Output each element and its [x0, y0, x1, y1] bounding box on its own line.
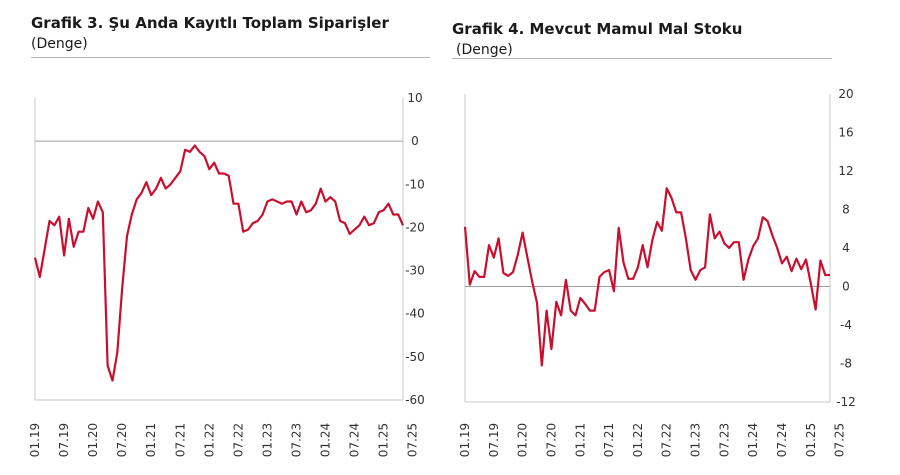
chart3-y-tick-label: -10	[405, 177, 425, 191]
chart4-x-tick-label: 01.23	[689, 423, 703, 457]
chart4-x-tick-label: 01.21	[573, 423, 587, 457]
chart3-x-tick-label: 07.21	[173, 423, 187, 457]
chart3-x-tick-label: 07.25	[406, 423, 420, 457]
chart4-x-tick-label: 07.23	[717, 423, 731, 457]
chart4-y-tick-label: 16	[838, 126, 853, 140]
chart4-y-tick-label: 8	[842, 203, 850, 217]
chart4-title-rule	[452, 58, 832, 59]
chart4-x-tick-label: 01.19	[458, 423, 472, 457]
chart3-title: Grafik 3. Şu Anda Kayıtlı Toplam Sipariş…	[31, 14, 389, 32]
chart4-series-line	[463, 187, 830, 367]
chart4-y-tick-label: 12	[838, 164, 853, 178]
chart3-x-tick-label: 07.24	[348, 423, 362, 457]
chart4-y-tick-label: 20	[838, 87, 853, 101]
chart3-x-tick-label: 01.25	[377, 423, 391, 457]
chart4-subtitle: (Denge)	[456, 42, 513, 58]
chart3-title-rule	[31, 57, 430, 58]
chart4-y-tick-label: 0	[842, 280, 850, 294]
chart3-y-tick-label: 10	[407, 91, 422, 105]
chart3-y-tick-label: -60	[405, 393, 425, 407]
chart4-y-tick-label: -4	[840, 318, 852, 332]
chart3-y-tick-label: 0	[411, 134, 419, 148]
chart3-x-tick-label: 07.19	[57, 423, 71, 457]
chart3-x-tick-label: 01.24	[319, 423, 333, 457]
chart4-x-tick-label: 07.25	[833, 423, 847, 457]
chart3-y-tick-label: -20	[405, 220, 425, 234]
chart4-title: Grafik 4. Mevcut Mamul Mal Stoku	[452, 20, 743, 38]
chart3-y-tick-label: -40	[405, 307, 425, 321]
chart3-x-tick-label: 01.21	[144, 423, 158, 457]
chart4-y-tick-label: 4	[842, 241, 850, 255]
chart3-x-tick-label: 07.22	[231, 423, 245, 457]
chart3-x-tick-label: 01.19	[28, 423, 42, 457]
chart4-y-tick-label: -8	[840, 357, 852, 371]
chart3-subtitle: (Denge)	[31, 36, 88, 52]
chart3-y-tick-label: -50	[405, 350, 425, 364]
chart4-x-tick-label: 07.21	[602, 423, 616, 457]
chart4-x-tick-label: 01.22	[631, 423, 645, 457]
chart3-x-tick-label: 07.20	[115, 423, 129, 457]
chart4-x-tick-label: 07.22	[660, 423, 674, 457]
chart3-x-tick-label: 01.23	[260, 423, 274, 457]
chart4-x-tick-label: 07.24	[775, 423, 789, 457]
chart4-x-tick-label: 01.25	[804, 423, 818, 457]
chart3-x-tick-label: 01.20	[86, 423, 100, 457]
chart3-y-tick-label: -30	[405, 264, 425, 278]
chart3-series-line	[33, 144, 405, 382]
chart4-x-tick-label: 07.20	[544, 423, 558, 457]
chart4-y-tick-label: -12	[836, 395, 856, 409]
chart4-x-tick-label: 01.24	[746, 423, 760, 457]
chart3-x-tick-label: 07.23	[289, 423, 303, 457]
chart4-x-tick-label: 01.20	[516, 423, 530, 457]
chart4-x-tick-label: 07.19	[487, 423, 501, 457]
chart3-x-tick-label: 01.22	[202, 423, 216, 457]
